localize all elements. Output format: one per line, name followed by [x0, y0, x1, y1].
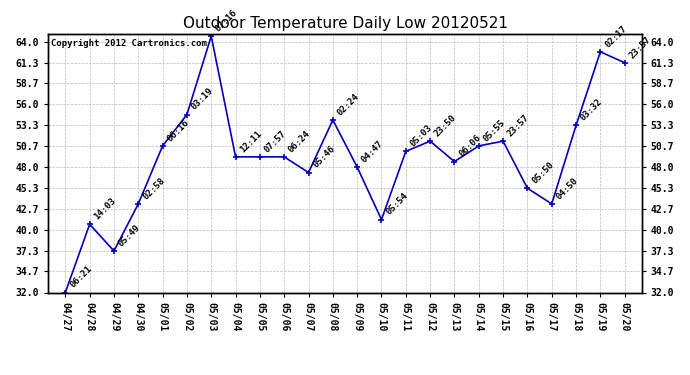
Text: 06:06: 06:06 [457, 134, 482, 159]
Text: 02:24: 02:24 [335, 92, 361, 117]
Text: 05:49: 05:49 [117, 223, 142, 248]
Text: 07:16: 07:16 [214, 8, 239, 33]
Title: Outdoor Temperature Daily Low 20120521: Outdoor Temperature Daily Low 20120521 [182, 16, 508, 31]
Text: 23:50: 23:50 [433, 113, 458, 138]
Text: 03:19: 03:19 [190, 86, 215, 112]
Text: 04:50: 04:50 [555, 176, 580, 201]
Text: 06:24: 06:24 [287, 129, 313, 154]
Text: Copyright 2012 Cartronics.com: Copyright 2012 Cartronics.com [51, 39, 207, 48]
Text: 06:21: 06:21 [68, 264, 93, 290]
Text: 05:03: 05:03 [408, 123, 434, 148]
Text: 03:32: 03:32 [579, 98, 604, 123]
Text: 05:46: 05:46 [311, 144, 337, 170]
Text: 14:03: 14:03 [92, 196, 118, 222]
Text: 04:47: 04:47 [360, 139, 385, 164]
Text: 05:55: 05:55 [482, 118, 507, 143]
Text: 07:57: 07:57 [263, 129, 288, 154]
Text: 02:58: 02:58 [141, 176, 166, 201]
Text: 05:50: 05:50 [530, 160, 555, 186]
Text: 12:11: 12:11 [238, 129, 264, 154]
Text: 05:54: 05:54 [384, 191, 410, 217]
Text: 06:16: 06:16 [166, 118, 190, 143]
Text: 23:57: 23:57 [506, 113, 531, 138]
Text: 02:17: 02:17 [603, 24, 629, 49]
Text: 23:57: 23:57 [627, 34, 653, 60]
